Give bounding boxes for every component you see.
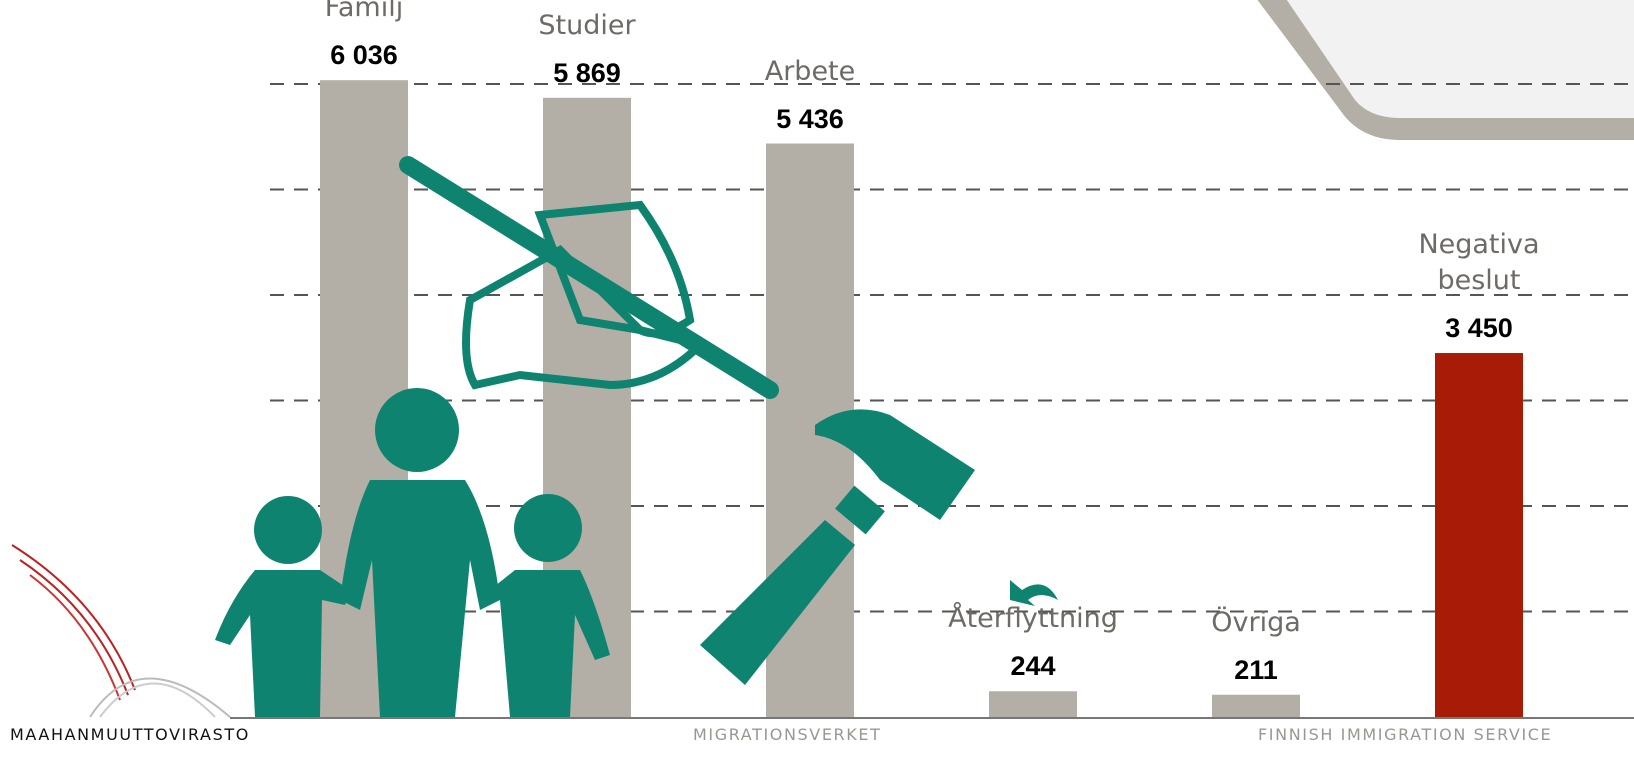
bar-label: Studier 5 869 — [522, 8, 652, 88]
value-label: 6 036 — [330, 40, 398, 71]
value-label: 244 — [1010, 651, 1056, 682]
icons — [215, 156, 1058, 717]
footer-left: MAAHANMUUTTOVIRASTO — [10, 725, 250, 744]
value-label: 3 450 — [1445, 313, 1513, 344]
value-label: 211 — [1234, 654, 1278, 685]
value-label: 5 869 — [553, 57, 621, 88]
value-label: 5 436 — [776, 103, 844, 134]
bar-label: Familj 6 036 — [299, 0, 429, 70]
grid — [270, 83, 1634, 613]
category-label: Återflyttning — [948, 603, 1118, 635]
bar-label: Övriga 211 — [1191, 605, 1321, 685]
category-label: Övriga — [1211, 606, 1301, 638]
bar — [989, 691, 1077, 717]
footer-right: FINNISH IMMIGRATION SERVICE — [1258, 725, 1553, 744]
bar-label: Arbete 5 436 — [745, 54, 875, 134]
category-label: Negativa beslut — [1418, 229, 1540, 297]
decor-frame — [1257, 0, 1634, 140]
category-label: Familj — [324, 0, 404, 24]
category-label: Arbete — [764, 55, 856, 87]
bar-label: Negativa beslut 3 450 — [1414, 227, 1544, 343]
bar — [1212, 694, 1300, 717]
bars — [320, 80, 1523, 718]
category-label: Studier — [538, 9, 636, 41]
footer-center: MIGRATIONSVERKET — [693, 725, 882, 744]
bar — [1435, 353, 1523, 717]
bar-label: Återflyttning 244 — [948, 601, 1118, 682]
logo — [11, 544, 231, 718]
